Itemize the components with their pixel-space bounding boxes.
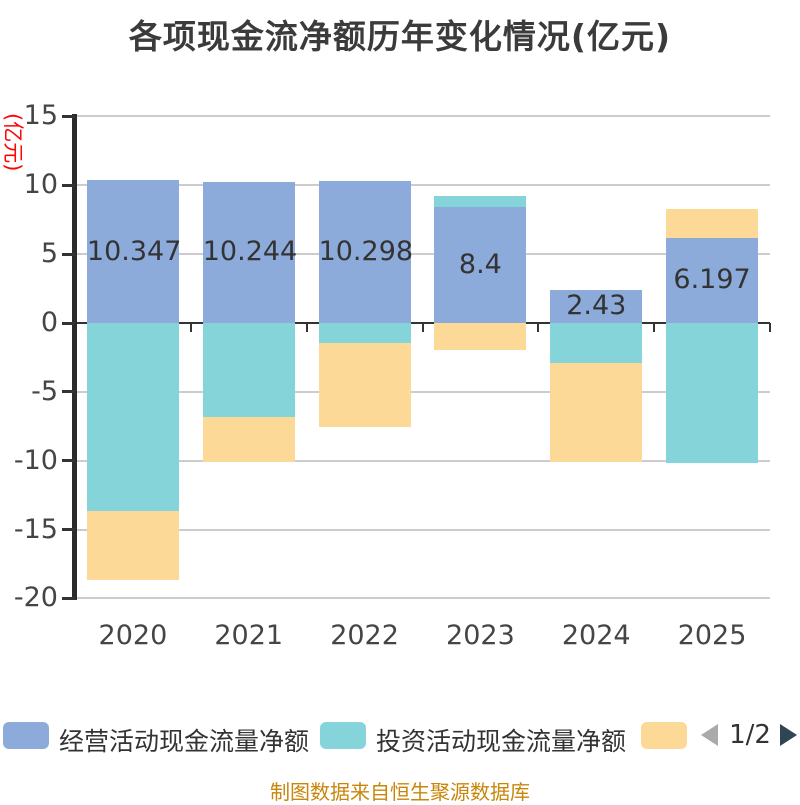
legend-swatch-icon [320, 722, 366, 749]
y-axis-tick [62, 252, 75, 256]
bar-segment[interactable] [550, 363, 643, 462]
legend-prev-button[interactable] [701, 724, 718, 746]
x-category-label: 2025 [677, 620, 747, 651]
legend-next-button[interactable] [780, 724, 797, 746]
left-triangle-icon [701, 724, 718, 746]
y-axis-line [72, 114, 77, 601]
gridline [75, 115, 770, 118]
legend-label: 投资活动现金流量净额 [376, 727, 627, 756]
y-axis-tick [62, 528, 75, 532]
gridline [75, 597, 770, 600]
bar-value-label: 8.4 [458, 249, 502, 281]
y-axis-tick [62, 459, 75, 463]
bar-segment[interactable] [86, 511, 179, 580]
y-axis-tick [62, 183, 75, 187]
gridline [75, 390, 770, 393]
y-tick-label: 0 [40, 307, 58, 338]
bar-segment[interactable] [86, 323, 179, 511]
y-tick-label: -5 [31, 375, 58, 407]
bar-segment[interactable] [202, 416, 295, 462]
bar-segment[interactable] [666, 237, 759, 323]
y-axis-tick [62, 596, 75, 600]
bar-segment[interactable] [550, 323, 643, 364]
x-axis-tick [189, 323, 192, 332]
bar-segment[interactable] [550, 289, 643, 323]
bar-segment[interactable] [434, 196, 527, 208]
legend-swatch-icon [3, 722, 49, 749]
gridline [75, 459, 770, 462]
x-axis-tick [769, 323, 771, 332]
legend-swatch-icon [641, 722, 687, 749]
bar-segment[interactable] [318, 323, 411, 343]
x-axis-tick [305, 323, 308, 332]
chart-title: 各项现金流净额历年变化情况(亿元) [128, 17, 672, 56]
x-category-label: 2020 [98, 620, 168, 651]
x-category-label: 2024 [561, 620, 631, 651]
bar-segment[interactable] [202, 323, 295, 417]
y-tick-label: -10 [13, 444, 58, 476]
y-axis-tick [62, 390, 75, 394]
bar-segment[interactable] [318, 181, 411, 323]
legend-page-indicator: 1/2 [729, 720, 771, 750]
legend-label: 经营活动现金流量净额 [59, 727, 310, 756]
y-tick-label: 15 [23, 100, 58, 132]
y-tick-label: 10 [23, 169, 58, 201]
y-axis-tick [62, 114, 75, 118]
x-axis-tick [421, 323, 424, 332]
gridline [75, 528, 770, 531]
bar-value-label: 10.347 [86, 235, 182, 267]
bar-value-label: 10.298 [318, 236, 414, 268]
bar-segment[interactable] [434, 207, 527, 323]
y-tick-label: -15 [13, 513, 58, 545]
bar-segment[interactable] [318, 342, 411, 427]
gridline [75, 184, 770, 187]
gridline [75, 253, 770, 256]
bar-value-label: 10.244 [202, 236, 298, 268]
x-category-label: 2022 [330, 620, 399, 651]
y-tick-label: -20 [13, 582, 58, 614]
legend: 经营活动现金流量净额 投资活动现金流量净额 [0, 714, 800, 758]
bar-segment[interactable] [666, 209, 759, 238]
x-axis-tick [537, 323, 540, 332]
bar-value-label: 6.197 [673, 264, 751, 296]
bar-segment[interactable] [434, 323, 527, 350]
x-category-label: 2023 [446, 620, 515, 651]
bar-segment[interactable] [666, 323, 759, 464]
right-triangle-icon [780, 724, 797, 746]
bar-segment[interactable] [202, 181, 295, 323]
footer-note: 制图数据来自恒生聚源数据库 [270, 780, 530, 804]
x-category-label: 2021 [214, 620, 284, 651]
x-axis-tick [653, 323, 656, 332]
y-axis-tick [62, 321, 75, 325]
bar-segment[interactable] [86, 180, 179, 323]
bar-value-label: 2.43 [566, 290, 627, 322]
y-tick-label: 5 [40, 238, 58, 270]
